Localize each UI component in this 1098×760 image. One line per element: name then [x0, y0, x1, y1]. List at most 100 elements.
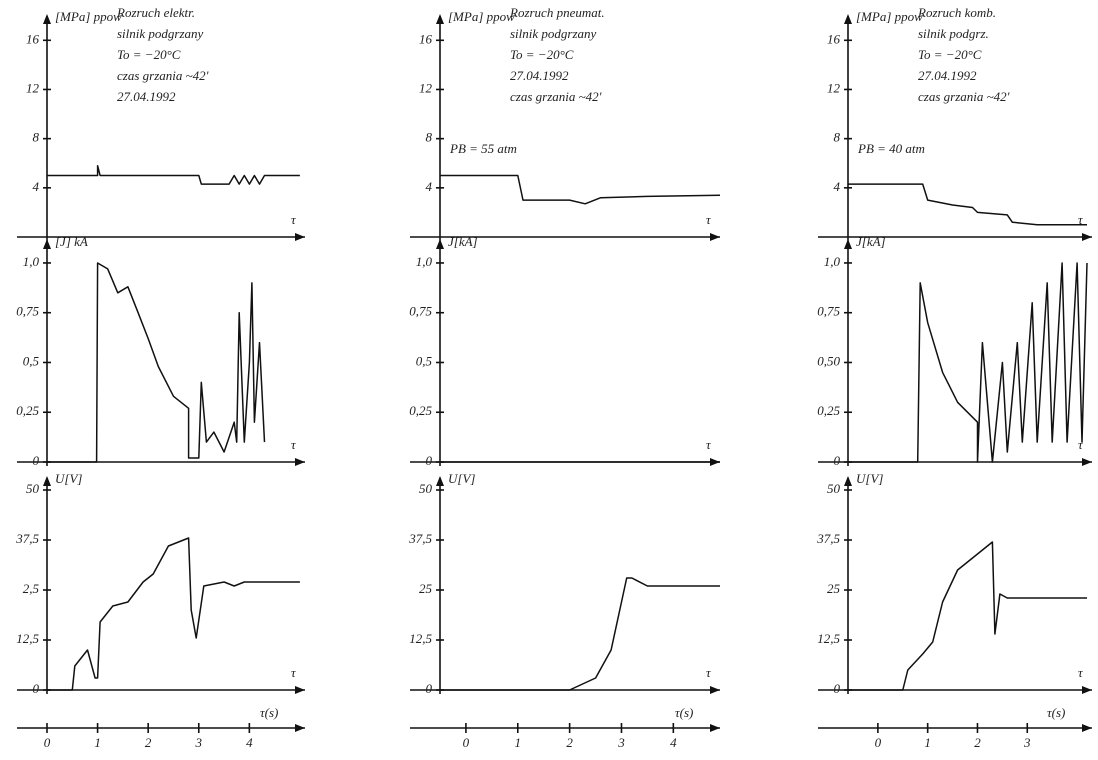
data-line: [440, 577, 720, 691]
annotation: czas grzania ~42': [510, 89, 602, 104]
y-tick-label: 12: [26, 80, 40, 95]
annotation: silnik podgrz.: [918, 26, 989, 41]
x-tick-label: 1: [515, 735, 522, 750]
y-tick-label: 0,50: [817, 353, 840, 368]
y-tick-label: 0: [834, 453, 841, 468]
y-tick-label: 0,25: [16, 403, 39, 418]
annotation: silnik podgrzany: [117, 26, 204, 41]
x-tick-label: 3: [1023, 735, 1031, 750]
axis-label: τ: [291, 212, 297, 227]
y-axis-label: [MPa] ppow: [55, 9, 122, 24]
x-arrow: [295, 458, 305, 466]
y-tick-label: 8: [33, 130, 40, 145]
y-tick-label: 1,0: [23, 254, 40, 269]
y-arrow: [436, 14, 444, 24]
y-axis-label: U[V]: [856, 471, 883, 486]
data-line: [47, 164, 300, 185]
y-tick-label: 4: [426, 179, 433, 194]
x-arrow: [1082, 686, 1092, 694]
y-tick-label: 16: [827, 31, 841, 46]
data-line: [848, 183, 1087, 226]
y-tick-label: 0: [426, 681, 433, 696]
y-axis-label: [MPa] ppow: [856, 9, 923, 24]
y-tick-label: 50: [419, 481, 433, 496]
time-axis-label: τ(s): [1047, 705, 1065, 720]
x-tick-label: 2: [566, 735, 573, 750]
y-arrow: [43, 239, 51, 249]
y-tick-label: 37,5: [15, 531, 39, 546]
annotation: Rozruch komb.: [917, 5, 996, 20]
x-tick-label: 2: [145, 735, 152, 750]
y-arrow: [844, 239, 852, 249]
time-arrow: [710, 724, 720, 732]
x-tick-label: 0: [44, 735, 51, 750]
x-arrow: [710, 233, 720, 241]
axis-label: τ: [706, 665, 712, 680]
data-line: [848, 262, 1088, 463]
axis-label: τ: [291, 437, 297, 452]
annotation: To = −20°C: [918, 47, 982, 62]
y-tick-label: 16: [26, 31, 40, 46]
y-tick-label: 0,75: [16, 304, 39, 319]
y-tick-label: 12,5: [817, 631, 840, 646]
y-arrow: [43, 476, 51, 486]
y-tick-label: 8: [426, 130, 433, 145]
data-line: [47, 537, 300, 691]
y-tick-label: 12,5: [409, 631, 432, 646]
y-arrow: [436, 476, 444, 486]
y-tick-label: 25: [827, 581, 841, 596]
time-arrow: [1082, 724, 1092, 732]
y-axis-label: J[kA]: [448, 234, 478, 249]
y-tick-label: 0: [33, 453, 40, 468]
y-tick-label: 8: [834, 130, 841, 145]
y-tick-label: 4: [33, 179, 40, 194]
axis-label: τ: [291, 665, 297, 680]
y-tick-label: 25: [419, 581, 433, 596]
y-arrow: [436, 239, 444, 249]
y-tick-label: 1,0: [416, 254, 433, 269]
annotation: czas grzania ~42': [918, 89, 1010, 104]
axis-label: τ: [1078, 212, 1084, 227]
x-tick-label: 4: [246, 735, 253, 750]
time-axis-label: τ(s): [260, 705, 278, 720]
y-arrow: [844, 14, 852, 24]
x-tick-label: 0: [463, 735, 470, 750]
y-tick-label: 0: [834, 681, 841, 696]
x-tick-label: 2: [974, 735, 981, 750]
x-arrow: [295, 686, 305, 694]
y-tick-label: 37,5: [816, 531, 840, 546]
y-axis-label: U[V]: [448, 471, 475, 486]
time-axis-label: τ(s): [675, 705, 693, 720]
annotation: Rozruch elektr.: [116, 5, 195, 20]
annotation: silnik podgrzany: [510, 26, 597, 41]
data-line: [47, 262, 266, 463]
y-arrow: [43, 14, 51, 24]
y-tick-label: 4: [834, 179, 841, 194]
y-tick-label: 50: [26, 481, 40, 496]
axis-label: τ: [706, 212, 712, 227]
y-tick-label: 50: [827, 481, 841, 496]
y-tick-label: 0,25: [409, 403, 432, 418]
annotation: 27.04.1992: [117, 89, 176, 104]
y-tick-label: 12: [419, 80, 433, 95]
y-axis-label: J[kA]: [856, 234, 886, 249]
axis-label: τ: [706, 437, 712, 452]
x-arrow: [1082, 233, 1092, 241]
annotation: To = −20°C: [510, 47, 574, 62]
y-tick-label: 12,5: [16, 631, 39, 646]
axis-label: τ: [1078, 665, 1084, 680]
x-arrow: [710, 686, 720, 694]
y-tick-label: 0,5: [416, 353, 433, 368]
y-axis-label: [J] kA: [55, 234, 88, 249]
y-tick-label: 0,5: [23, 353, 40, 368]
y-axis-label: U[V]: [55, 471, 82, 486]
y-tick-label: 0: [33, 681, 40, 696]
annotation: To = −20°C: [117, 47, 181, 62]
annotation: PB = 40 atm: [857, 141, 925, 156]
data-line: [848, 541, 1087, 691]
x-tick-label: 3: [617, 735, 625, 750]
y-tick-label: 0,75: [409, 304, 432, 319]
x-tick-label: 1: [924, 735, 931, 750]
x-tick-label: 1: [94, 735, 101, 750]
